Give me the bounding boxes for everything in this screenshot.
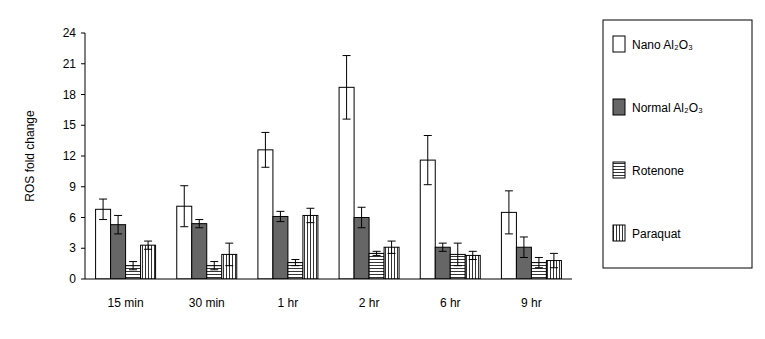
error-bar — [358, 207, 366, 228]
y-axis-label: ROS fold change — [23, 110, 37, 202]
y-tick — [81, 63, 85, 64]
x-tick-label: 6 hr — [440, 296, 461, 310]
y-tick — [81, 94, 85, 95]
y-tick-label: 24 — [63, 26, 77, 40]
error-bar — [261, 132, 269, 167]
error-bar — [535, 257, 543, 267]
bar — [141, 245, 156, 279]
error-bar — [550, 253, 558, 267]
error-bar — [225, 243, 233, 266]
legend: Nano Al₂O₃ Normal Al₂O₃ Rotenone Paraquat — [603, 20, 752, 268]
y-tick — [81, 33, 85, 34]
y-tick-label: 3 — [69, 241, 76, 255]
error-bar — [306, 208, 314, 222]
bar — [96, 209, 111, 279]
error-bar — [469, 251, 477, 259]
bar — [369, 253, 384, 279]
error-bar — [373, 251, 381, 255]
error-bar — [210, 262, 218, 270]
y-tick-label: 12 — [63, 149, 77, 163]
legend-label: Rotenone — [632, 164, 684, 178]
error-bar — [144, 241, 152, 249]
error-bar — [180, 186, 188, 227]
bar — [258, 150, 273, 279]
error-bar — [343, 56, 351, 120]
bar — [435, 247, 450, 279]
y-tick — [81, 279, 85, 280]
error-bar — [520, 237, 528, 258]
legend-swatch — [613, 162, 625, 178]
x-tick-label: 15 min — [108, 296, 144, 310]
y-tick — [81, 156, 85, 157]
error-bar — [129, 262, 137, 270]
error-bar — [276, 211, 284, 221]
y-tick — [81, 186, 85, 187]
y-tick-label: 9 — [69, 180, 76, 194]
error-bar — [439, 243, 447, 251]
y-tick — [81, 248, 85, 249]
error-bar — [454, 243, 462, 266]
chart: 0 3 6 9 12 15 18 21 24 ROS fold change 15 min 30 mi… — [0, 0, 765, 339]
y-tick-label: 0 — [69, 272, 76, 286]
legend-swatch — [613, 99, 625, 115]
error-bar — [291, 260, 299, 266]
error-bar — [505, 191, 513, 234]
error-bar — [195, 220, 203, 228]
x-tick-label: 1 hr — [278, 296, 299, 310]
x-tick-label: 30 min — [189, 296, 225, 310]
bar — [192, 224, 207, 279]
x-tick-label: 9 hr — [521, 296, 542, 310]
y-tick-label: 15 — [63, 118, 77, 132]
y-tick-label: 21 — [63, 57, 77, 71]
error-bar — [99, 199, 107, 220]
error-bar — [114, 215, 122, 233]
bar — [303, 215, 318, 279]
legend-label: Paraquat — [632, 227, 681, 241]
legend-label: Normal Al₂O₃ — [632, 101, 703, 115]
y-axis — [85, 33, 86, 279]
legend-swatch — [613, 36, 625, 52]
bars — [96, 56, 562, 279]
legend-label: Nano Al₂O₃ — [632, 38, 693, 52]
y-tick — [81, 217, 85, 218]
y-tick-label: 18 — [63, 88, 77, 102]
error-bar — [424, 136, 432, 185]
legend-swatch — [613, 225, 625, 241]
x-tick-label: 2 hr — [359, 296, 380, 310]
y-tick-label: 6 — [69, 211, 76, 225]
error-bar — [388, 241, 396, 253]
y-tick — [81, 125, 85, 126]
x-axis — [85, 279, 572, 280]
bar — [273, 216, 288, 279]
